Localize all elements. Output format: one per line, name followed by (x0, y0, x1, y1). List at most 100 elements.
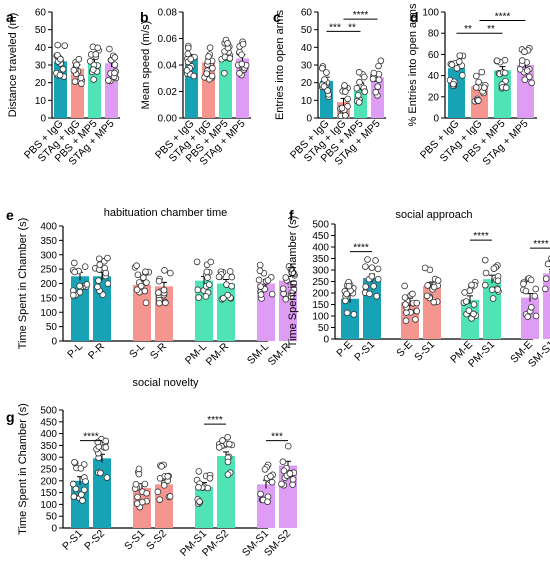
y-tick-label: 30 (301, 61, 313, 72)
panel-letter: g (6, 409, 15, 425)
data-point (450, 80, 457, 88)
panel-letter: b (140, 9, 149, 25)
data-point (89, 66, 97, 73)
y-tick-label: 50 (35, 25, 47, 36)
y-tick-label: 20 (35, 78, 47, 89)
data-point (462, 298, 470, 305)
data-point (140, 274, 147, 281)
data-point (424, 282, 431, 289)
y-tick-label: 60 (301, 8, 313, 19)
data-point (95, 277, 102, 284)
data-point (162, 299, 169, 307)
data-point (224, 471, 232, 478)
data-point (361, 88, 369, 96)
data-point (285, 263, 293, 270)
y-tick-label: 100 (422, 8, 439, 19)
bar (543, 273, 550, 339)
data-point (94, 44, 102, 52)
data-point (377, 57, 385, 65)
data-point (368, 264, 376, 271)
data-point (90, 76, 98, 83)
data-point (366, 290, 373, 298)
data-point (493, 57, 501, 65)
data-point (256, 267, 264, 275)
data-point (154, 488, 162, 496)
panel-d: d% Entries into open arms 020406080100PBS… (407, 3, 537, 168)
data-point (282, 274, 290, 281)
data-point (102, 269, 110, 277)
data-point (368, 273, 376, 280)
data-point (453, 65, 461, 72)
data-point (284, 442, 292, 450)
data-point (71, 458, 78, 466)
chart-title: social novelty (132, 377, 199, 389)
y-tick-label: 0.02 (158, 87, 178, 98)
data-point (59, 65, 67, 73)
x-tick-label: S-S1 (122, 528, 147, 553)
y-tick-label: 0.00 (158, 114, 178, 125)
data-point (257, 283, 264, 290)
data-point (77, 465, 85, 472)
significance-label: ** (348, 22, 356, 33)
data-point (183, 67, 191, 74)
data-point (470, 301, 478, 308)
data-point (401, 294, 409, 301)
y-tick-label: 350 (40, 236, 57, 247)
data-point (374, 275, 382, 283)
data-point (482, 269, 490, 277)
y-tick-label: 60 (428, 50, 440, 61)
bar (93, 458, 111, 528)
data-point (220, 295, 227, 302)
data-point (341, 82, 348, 89)
data-point (324, 87, 331, 94)
y-axis-label: Time Spent in Chamber (s) (17, 403, 29, 535)
data-point (264, 498, 271, 506)
y-tick-label: 300 (40, 453, 57, 464)
data-point (527, 303, 535, 311)
data-point (402, 301, 409, 308)
data-point (261, 466, 269, 473)
y-axis-label: Time Spent in Chamber (s) (287, 216, 299, 348)
data-point (224, 458, 232, 466)
data-point (527, 276, 535, 284)
data-point (413, 307, 421, 315)
data-point (196, 498, 203, 505)
data-point (522, 287, 530, 295)
data-point (238, 60, 246, 68)
data-point (209, 64, 216, 72)
data-point (364, 256, 371, 263)
y-tick-label: 0.06 (158, 34, 178, 45)
data-point (268, 290, 276, 298)
y-tick-label: 250 (40, 265, 57, 276)
data-point (430, 298, 438, 306)
data-point (236, 70, 243, 77)
data-point (203, 70, 211, 77)
y-tick-label: 300 (40, 250, 57, 261)
data-point (86, 57, 94, 65)
data-point (133, 262, 140, 270)
panel-letter: e (6, 207, 14, 223)
data-point (286, 470, 294, 477)
y-tick-label: 100 (40, 500, 57, 511)
data-point (343, 290, 350, 298)
data-point (494, 286, 502, 293)
data-point (195, 484, 202, 491)
bar (341, 298, 359, 339)
data-point (370, 282, 377, 290)
data-point (409, 290, 416, 298)
data-point (448, 61, 456, 69)
y-axis-label: Time Spent in Chamber (s) (17, 218, 29, 350)
data-point (76, 282, 83, 290)
data-point (523, 67, 531, 74)
data-point (166, 493, 174, 500)
data-point (423, 292, 431, 300)
data-point (57, 55, 64, 63)
data-point (96, 261, 104, 268)
y-tick-label: 0 (433, 114, 439, 125)
data-point (111, 54, 119, 61)
data-point (345, 282, 353, 290)
y-tick-label: 150 (40, 293, 57, 304)
y-tick-label: 50 (46, 322, 58, 333)
data-point (135, 465, 143, 473)
data-point (105, 77, 112, 84)
